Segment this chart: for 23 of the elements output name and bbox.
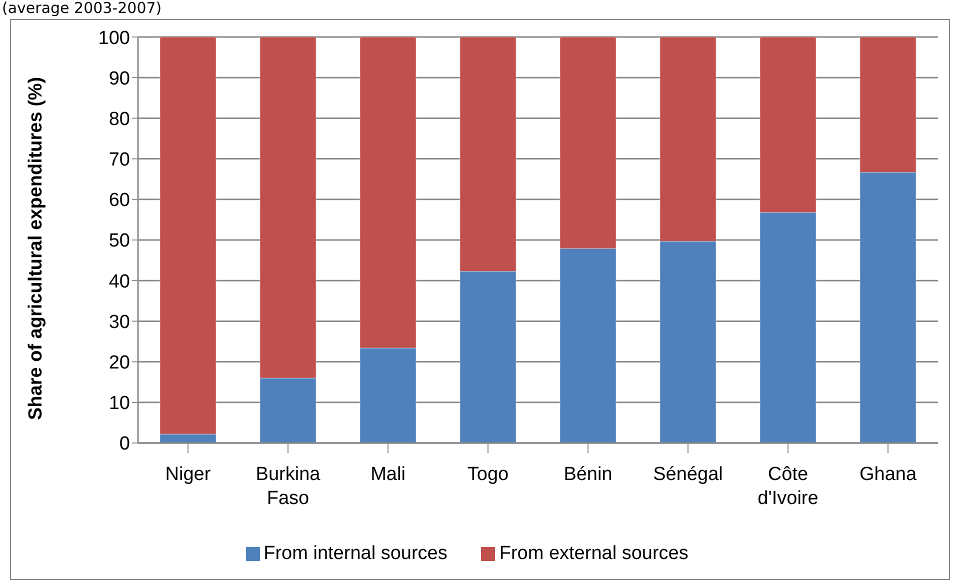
y-axis-title: Share of agricultural expenditures (%): [26, 76, 47, 420]
legend-label: From internal sources: [264, 543, 448, 564]
x-tick-label: Niger: [165, 464, 212, 486]
x-tick-label: Ghana: [859, 464, 917, 486]
chart-subtitle: (average 2003-2007): [2, 0, 162, 17]
legend-label: From external sources: [499, 543, 688, 564]
y-tick-label: 50: [108, 230, 130, 252]
y-tick-label: 70: [108, 150, 130, 171]
x-tick-label: Mali: [370, 464, 406, 486]
y-tick-label: 10: [108, 393, 130, 414]
y-tick-label: 40: [108, 271, 130, 292]
y-tick-label: 60: [108, 190, 130, 212]
x-tick-label: Sénégal: [653, 464, 723, 486]
x-tick-label: Bénin: [564, 464, 612, 486]
y-tick-label: 80: [108, 108, 130, 130]
y-tick-label: 90: [108, 68, 130, 90]
x-tick-label: Côte d'Ivoire: [758, 464, 818, 509]
y-tick-label: 20: [108, 352, 130, 374]
y-tick-label: 0: [119, 434, 130, 455]
y-tick-label: 100: [98, 28, 130, 49]
x-tick-label: Burkina Faso: [256, 464, 321, 509]
y-tick-label: 30: [108, 312, 130, 333]
x-tick-label: Togo: [467, 464, 509, 486]
